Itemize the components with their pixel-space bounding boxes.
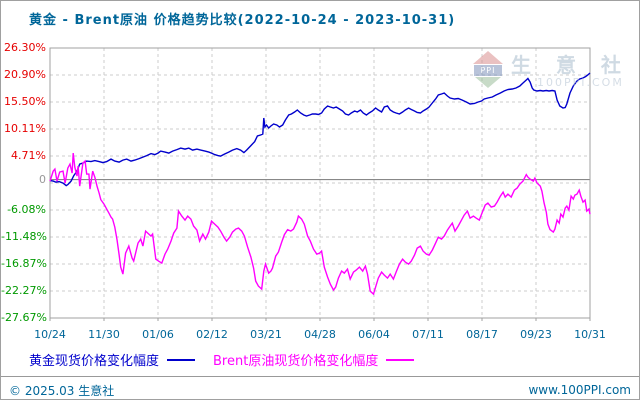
y-axis-label: -6.08% xyxy=(7,202,46,216)
x-axis-label: 08/17 xyxy=(466,328,498,341)
x-axis-label: 07/11 xyxy=(412,328,444,341)
x-axis-label: 10/24 xyxy=(34,328,66,341)
watermark-domain: 100PPI.COM xyxy=(537,76,624,89)
x-axis-label: 01/06 xyxy=(142,328,174,341)
footer-divider xyxy=(1,376,639,377)
logo-ppi-text: PPI xyxy=(474,64,502,76)
legend-line-gold xyxy=(167,358,196,361)
y-axis-label: 15.50% xyxy=(4,95,46,109)
logo-up-triangle-icon xyxy=(473,50,503,64)
x-axis-label: 02/12 xyxy=(196,328,228,341)
series-line-1 xyxy=(49,153,591,296)
plot-border xyxy=(49,47,591,319)
footer-website-link[interactable]: www.100PPI.com xyxy=(528,383,631,397)
page-title: 黄金 - Brent原油 价格趋势比较(2022-10-24 - 2023-10… xyxy=(29,13,456,28)
y-axis-label: 10.11% xyxy=(4,121,46,135)
legend-label-gold: 黄金现货价格变化幅度 xyxy=(29,354,160,369)
y-axis-label: 20.90% xyxy=(4,68,46,81)
x-axis-label: 03/21 xyxy=(250,328,282,341)
x-axis-label: 09/23 xyxy=(520,328,552,341)
logo-down-triangle-icon xyxy=(475,76,501,88)
x-axis-label: 04/28 xyxy=(304,328,336,341)
y-axis-label: -16.87% xyxy=(1,256,47,270)
y-axis-label: -22.27% xyxy=(1,283,47,297)
y-axis-label: 26.30% xyxy=(4,41,46,54)
x-axis-label: 06/04 xyxy=(358,328,390,341)
y-axis-label: 4.71% xyxy=(11,149,46,162)
series-line-0 xyxy=(49,72,591,187)
legend-line-brent xyxy=(386,358,415,361)
ppi-logo-icon: PPI xyxy=(473,50,503,88)
y-axis-label: -11.48% xyxy=(1,230,47,243)
y-axis-label: -27.67% xyxy=(1,311,47,324)
watermark: PPI 生 意 社 100PPI.COM xyxy=(473,49,630,89)
watermark-brand: 生 意 社 xyxy=(511,53,630,77)
legend-label-brent: Brent原油现货价格变化幅度 xyxy=(213,354,379,369)
footer-copyright: © 2025.03 生意社 xyxy=(9,384,115,398)
y-axis-label: 0 xyxy=(39,172,46,186)
watermark-text: 生 意 社 100PPI.COM xyxy=(511,49,630,89)
x-axis-label: 10/31 xyxy=(574,328,606,341)
x-axis-label: 11/30 xyxy=(88,328,120,341)
legend: 黄金现货价格变化幅度 Brent原油现货价格变化幅度 xyxy=(29,350,424,369)
